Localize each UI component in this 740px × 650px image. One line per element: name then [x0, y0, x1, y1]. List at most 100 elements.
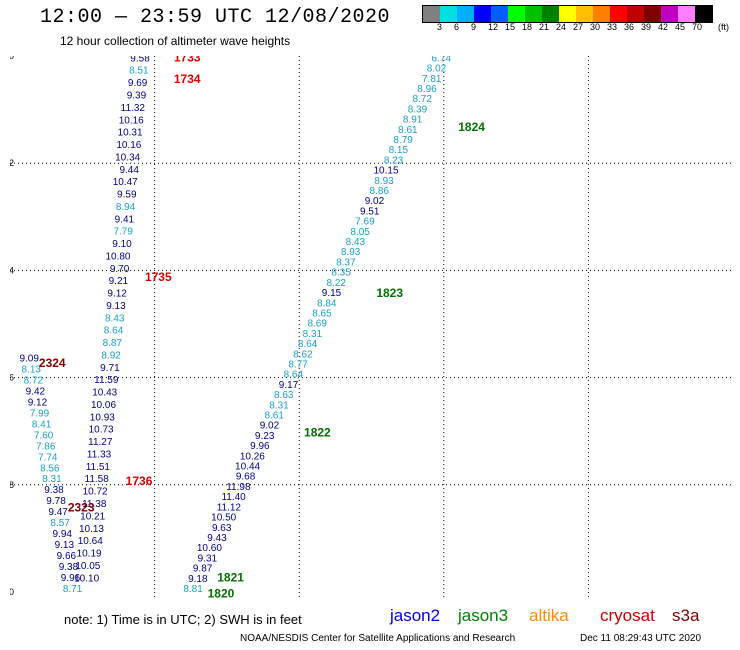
wave-height-value: 8.91	[403, 115, 423, 126]
wave-height-value: 10.21	[80, 511, 105, 522]
wave-height-value: 10.19	[77, 549, 102, 560]
wave-height-value: 7.86	[36, 441, 56, 452]
wave-height-value: 9.15	[322, 288, 342, 299]
wave-height-value: 10.73	[89, 425, 114, 436]
wave-height-value: 9.68	[236, 472, 256, 483]
legend-tick-label: 3	[437, 22, 443, 32]
wave-height-value: 10.26	[240, 451, 265, 462]
wave-height-value: 8.93	[341, 247, 361, 258]
legend-tick-label: 6	[454, 22, 460, 32]
wave-height-map[interactable]: -15-12-9-6-30-30-32-34-36-38-40 9.588.51…	[10, 56, 732, 598]
wave-height-value: 8.31	[303, 329, 323, 340]
wave-height-value: 8.43	[346, 237, 366, 248]
legend-tick-label: 39	[641, 22, 652, 32]
legend-tick-label: 21	[539, 22, 550, 32]
legend-swatch	[695, 6, 712, 22]
wave-height-value: 9.59	[117, 190, 137, 201]
legend-swatch	[457, 6, 474, 22]
wave-height-value: 11.58	[85, 474, 110, 485]
wave-height-value: 8.77	[288, 359, 308, 370]
wave-height-value: 9.66	[57, 551, 77, 562]
track-time-label: 1820	[208, 586, 235, 598]
legend-swatch	[593, 6, 610, 22]
wave-height-value: 11.40	[221, 492, 246, 503]
wave-height-value: 10.05	[75, 561, 100, 572]
wave-height-value: 9.13	[55, 540, 75, 551]
wave-height-value: 8.69	[307, 319, 327, 330]
legend-tick-label: 36	[624, 22, 635, 32]
wave-height-value: 8.79	[393, 135, 413, 146]
legend-tick-label: 45	[675, 22, 686, 32]
wave-height-value: 8.57	[50, 518, 70, 529]
track-time-label: 2324	[39, 356, 66, 370]
wave-height-value: 10.10	[74, 573, 99, 584]
wave-height-value: 8.94	[116, 202, 136, 213]
legend-swatch	[542, 6, 559, 22]
wave-height-value: 9.02	[365, 196, 385, 207]
wave-height-value: 9.13	[106, 301, 126, 312]
wave-height-value: 8.64	[284, 370, 304, 381]
track-time-label: 2323	[68, 501, 95, 515]
wave-height-value: 8.13	[22, 364, 42, 375]
wave-height-value: 10.44	[235, 462, 260, 473]
wave-height-value: 8.31	[42, 474, 62, 485]
wave-height-value: 9.87	[193, 564, 213, 575]
legend-swatch	[644, 6, 661, 22]
footer-note: note: 1) Time is in UTC; 2) SWH is in fe…	[64, 612, 302, 627]
legend-swatch	[525, 6, 542, 22]
wave-height-value: 8.22	[327, 278, 347, 289]
wave-height-value: 9.47	[48, 507, 68, 518]
wave-height-value: 8.02	[427, 64, 447, 75]
wave-height-value: 9.43	[207, 533, 227, 544]
wave-height-value: 8.39	[408, 104, 428, 115]
y-tick-label: -36	[10, 373, 14, 383]
wave-height-value: 8.63	[274, 390, 294, 401]
legend-altika: altika	[529, 606, 569, 625]
legend-swatch	[678, 6, 695, 22]
y-tick-label: -34	[10, 265, 14, 275]
gridlines	[10, 56, 731, 597]
track-time-label: 1736	[126, 474, 153, 488]
track-time-label: 1821	[217, 570, 244, 584]
wave-height-value: 8.51	[129, 66, 149, 77]
wave-height-value: 10.16	[116, 140, 141, 151]
legend-swatch	[627, 6, 644, 22]
wave-height-value: 9.51	[360, 206, 380, 217]
wave-height-value: 8.61	[264, 411, 284, 422]
wave-height-value: 10.64	[78, 536, 103, 547]
wave-height-value: 9.31	[198, 553, 218, 564]
wave-height-value: 9.09	[19, 354, 39, 365]
track-time-label: 1823	[376, 286, 403, 300]
legend-tick-label: 27	[573, 22, 584, 32]
wave-height-value: 8.64	[298, 339, 318, 350]
wave-height-value: 9.70	[110, 264, 130, 275]
wave-height-value: 8.86	[370, 186, 390, 197]
wave-height-value: 9.42	[26, 386, 46, 397]
axis-ticks: -15-12-9-6-30-30-32-34-36-38-40	[10, 56, 14, 597]
wave-height-value: 7.60	[34, 430, 54, 441]
wave-height-value: 11.51	[86, 462, 111, 473]
legend-tick-label: 24	[556, 22, 567, 32]
wave-height-value: 10.50	[211, 513, 236, 524]
legend-swatch	[474, 6, 491, 22]
wave-height-value: 10.43	[92, 388, 117, 399]
legend-unit: (ft)	[718, 22, 729, 32]
wave-height-value: 11.98	[226, 482, 251, 493]
wave-height-value: 9.18	[188, 574, 208, 585]
legend-cryosat: cryosat	[600, 606, 655, 625]
wave-height-value: 8.31	[269, 400, 289, 411]
wave-height-value: 11.59	[94, 375, 119, 386]
wave-height-value: 9.38	[44, 485, 64, 496]
wave-height-value: 9.71	[100, 363, 120, 374]
wave-height-value: 9.02	[260, 421, 280, 432]
wave-height-value: 8.71	[63, 584, 83, 595]
wave-height-value: 10.80	[105, 251, 130, 262]
wave-height-value: 7.99	[30, 408, 50, 419]
wave-height-value: 9.12	[107, 289, 127, 300]
credit-line: NOAA/NESDIS Center for Satellite Applica…	[240, 633, 516, 644]
wave-height-value: 9.96	[250, 441, 270, 452]
wave-height-value: 9.96	[61, 573, 81, 584]
legend-swatch	[508, 6, 525, 22]
legend-jason3: jason3	[458, 606, 509, 625]
track-time-label: 1824	[458, 120, 485, 134]
